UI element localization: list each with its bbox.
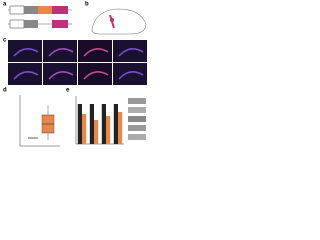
panel-label: b xyxy=(85,2,89,8)
bar xyxy=(113,104,118,144)
brain-schematic xyxy=(91,8,147,35)
bar xyxy=(94,120,99,144)
bar xyxy=(89,104,94,144)
micrograph-grid xyxy=(8,40,147,85)
bar-chart xyxy=(75,96,124,145)
panel-label: a xyxy=(3,2,7,8)
western-blot xyxy=(128,98,146,140)
bar xyxy=(82,114,87,144)
box-plot xyxy=(19,95,60,147)
bar xyxy=(106,116,111,144)
bar xyxy=(101,104,106,144)
construct-diagram xyxy=(8,5,72,29)
bar xyxy=(118,112,123,144)
panel-label: e xyxy=(66,88,70,94)
panel-label: d xyxy=(3,88,7,94)
panel-label: c xyxy=(3,38,7,44)
figure: a b c d e xyxy=(3,2,147,147)
bar xyxy=(77,104,82,144)
